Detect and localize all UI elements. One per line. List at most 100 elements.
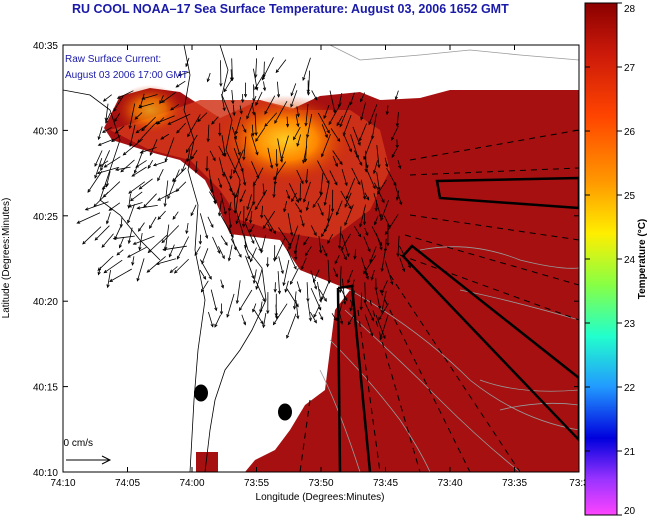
current-vector bbox=[293, 126, 301, 141]
current-vector bbox=[205, 156, 209, 172]
current-vector bbox=[386, 223, 390, 247]
current-vector bbox=[291, 192, 297, 203]
current-vector bbox=[147, 234, 168, 254]
current-vector bbox=[190, 149, 198, 160]
current-vector bbox=[380, 291, 387, 314]
current-vector bbox=[376, 291, 382, 310]
current-vector bbox=[332, 150, 343, 166]
current-vector bbox=[160, 91, 177, 104]
current-vector bbox=[157, 188, 180, 201]
current-vector bbox=[259, 301, 263, 314]
current-vector bbox=[228, 212, 233, 229]
current-vector bbox=[234, 137, 241, 156]
current-vector bbox=[218, 123, 222, 137]
current-vector bbox=[319, 172, 324, 196]
current-vector bbox=[220, 279, 225, 289]
current-vector bbox=[246, 95, 257, 120]
current-vector bbox=[267, 223, 272, 233]
current-vector bbox=[234, 116, 242, 135]
current-vector bbox=[255, 268, 263, 291]
current-vector bbox=[264, 112, 278, 127]
current-vector bbox=[235, 280, 241, 305]
colorbar-tick-label: 22 bbox=[624, 383, 636, 394]
current-vector bbox=[105, 171, 111, 188]
current-vector bbox=[285, 116, 290, 128]
current-vector bbox=[395, 112, 400, 128]
current-vector bbox=[288, 183, 299, 204]
current-vector bbox=[311, 90, 318, 101]
current-vector bbox=[108, 202, 121, 211]
current-vector bbox=[87, 170, 103, 193]
current-vector bbox=[343, 134, 352, 153]
current-vector bbox=[338, 266, 342, 294]
y-tick-label: 40:35 bbox=[33, 41, 58, 52]
current-vector bbox=[344, 204, 354, 227]
current-vector bbox=[307, 301, 312, 322]
y-axis-label: Latitude (Degrees:Minutes) bbox=[1, 198, 12, 319]
current-vector bbox=[374, 216, 379, 226]
x-tick-label: 73:35 bbox=[502, 478, 527, 489]
x-tick-label: 73:55 bbox=[244, 478, 269, 489]
current-vector bbox=[339, 102, 351, 128]
current-vector bbox=[200, 280, 209, 293]
current-vector bbox=[255, 127, 266, 142]
current-vector bbox=[303, 236, 310, 246]
current-vector bbox=[235, 211, 242, 225]
current-vector bbox=[272, 303, 288, 326]
current-vector bbox=[350, 299, 356, 313]
current-vector bbox=[286, 313, 297, 339]
current-vector bbox=[267, 147, 274, 169]
colorbar-tick-label: 20 bbox=[624, 506, 636, 517]
current-vector bbox=[318, 288, 327, 302]
colorbar-tick-label: 28 bbox=[624, 4, 636, 15]
colorbar-tick-label: 21 bbox=[624, 447, 636, 458]
current-vector bbox=[161, 225, 180, 244]
current-vector bbox=[217, 200, 222, 217]
current-vector bbox=[339, 312, 344, 325]
current-vector bbox=[380, 246, 387, 273]
current-vector bbox=[252, 167, 264, 187]
current-vector bbox=[207, 216, 214, 229]
current-vector bbox=[245, 202, 254, 223]
current-vector bbox=[114, 166, 131, 171]
current-vector bbox=[116, 249, 124, 256]
current-vector bbox=[105, 112, 111, 124]
current-vector bbox=[272, 245, 277, 262]
colorbar-tick-label: 23 bbox=[624, 319, 636, 330]
current-vector bbox=[376, 179, 387, 195]
current-vector bbox=[185, 222, 189, 235]
current-vector bbox=[288, 225, 299, 251]
current-vector bbox=[185, 57, 190, 68]
current-vector bbox=[254, 112, 258, 137]
current-vector bbox=[252, 303, 257, 313]
current-vector bbox=[290, 83, 297, 97]
current-vector bbox=[318, 312, 324, 321]
current-vector bbox=[340, 233, 351, 252]
current-vector bbox=[321, 124, 328, 139]
current-vector bbox=[137, 102, 154, 109]
current-vector bbox=[212, 236, 221, 255]
colorbar-label: Temperature (°C) bbox=[637, 219, 648, 300]
station-marker-2 bbox=[278, 403, 292, 421]
current-vector bbox=[272, 178, 276, 199]
current-vector bbox=[249, 210, 253, 224]
current-vector bbox=[252, 269, 257, 284]
current-vector bbox=[243, 234, 248, 249]
current-vector bbox=[254, 189, 268, 211]
current-vector bbox=[136, 205, 158, 210]
radar-range-lines bbox=[299, 129, 579, 472]
current-vector bbox=[197, 112, 208, 123]
current-vector bbox=[354, 226, 362, 238]
current-vector bbox=[298, 183, 302, 202]
current-vector bbox=[340, 288, 348, 302]
current-vector bbox=[360, 179, 367, 200]
current-vector bbox=[100, 150, 110, 172]
sst-patch-south bbox=[196, 452, 218, 472]
current-vector bbox=[282, 259, 290, 287]
current-vector bbox=[185, 134, 198, 154]
y-tick-label: 40:20 bbox=[33, 297, 58, 308]
current-vector bbox=[255, 91, 263, 106]
current-vector bbox=[206, 72, 211, 83]
current-vector bbox=[317, 202, 324, 217]
current-vector bbox=[131, 166, 147, 177]
